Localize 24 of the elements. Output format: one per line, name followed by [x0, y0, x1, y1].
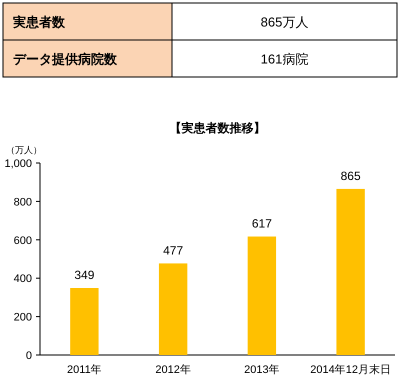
text: 実患者数	[12, 14, 66, 30]
chart-title: 【実患者数推移】	[170, 121, 266, 135]
y-tick-label: 800	[14, 196, 32, 208]
text: 161病院	[260, 52, 308, 66]
x-tick-label: 2012年	[155, 364, 191, 376]
text: 865万人	[260, 14, 308, 30]
text: データ提供病院数	[13, 52, 118, 66]
data-label: 865	[340, 168, 361, 183]
x-tick-label: 2011年	[67, 364, 102, 376]
y-tick-label: 400	[14, 273, 32, 286]
bar	[336, 188, 365, 355]
x-tick-label: 2014年12月末日	[310, 363, 391, 376]
x-tick-label: 2013年	[244, 364, 280, 376]
data-label: 477	[163, 243, 184, 258]
bar	[158, 263, 188, 355]
data-label: 617	[252, 216, 272, 231]
y-tick-label: 0	[26, 350, 32, 362]
y-tick-label: 600	[14, 234, 32, 247]
bar	[248, 236, 276, 355]
y-tick-label: 1,000	[4, 158, 32, 170]
bar	[70, 288, 99, 355]
y-tick-label: 200	[14, 312, 32, 324]
y-axis-title: （万人）	[6, 145, 42, 155]
data-label: 349	[74, 268, 95, 282]
